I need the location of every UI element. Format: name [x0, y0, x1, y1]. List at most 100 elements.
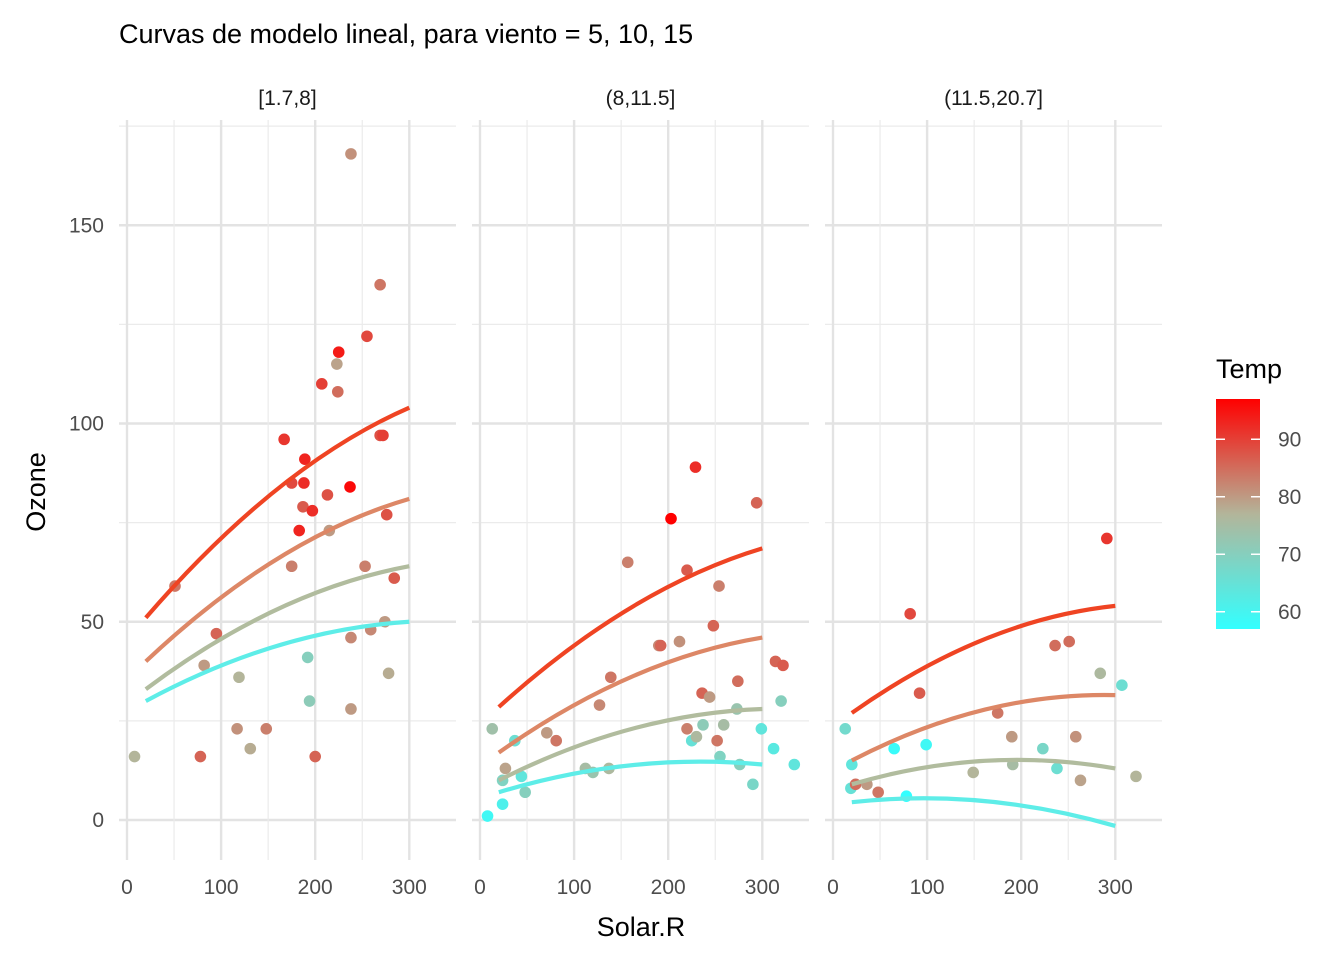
data-point	[194, 750, 207, 763]
model-curve	[850, 692, 1116, 763]
facet-panel: (11.5,20.7] 0 100 200 300	[825, 87, 1162, 899]
data-point	[198, 659, 210, 672]
x-tick-label: 100	[910, 876, 945, 899]
data-point	[344, 481, 356, 493]
data-point	[321, 489, 334, 501]
y-tick-label: 150	[69, 214, 104, 237]
facet-panels: [1.7,8] 0 100 200 300 (8,11.5] 0 100 200 300 (11.5…	[119, 87, 1162, 899]
data-point	[872, 786, 884, 799]
x-tick-label: 100	[204, 876, 239, 899]
facet-panel: (8,11.5] 0 100 200 300	[472, 87, 809, 899]
data-point	[515, 770, 528, 783]
data-point	[967, 766, 980, 779]
data-point	[331, 358, 343, 370]
data-point	[1069, 730, 1082, 743]
model-curve	[497, 635, 763, 755]
data-point	[128, 750, 141, 763]
legend-tick-label: 70	[1278, 543, 1301, 566]
data-point	[1094, 667, 1107, 680]
data-point	[920, 738, 932, 751]
data-point	[665, 512, 677, 525]
data-point	[382, 667, 395, 680]
data-point	[713, 580, 725, 592]
data-point	[233, 671, 245, 684]
data-point	[345, 631, 357, 644]
x-tick-label: 200	[651, 876, 686, 899]
data-point	[210, 627, 223, 640]
data-point	[681, 564, 693, 577]
data-point	[1074, 774, 1087, 787]
data-point	[714, 750, 726, 763]
model-curves	[144, 405, 411, 703]
data-point	[1116, 679, 1128, 691]
data-point	[707, 619, 720, 632]
data-point	[697, 719, 709, 731]
model-curve	[497, 706, 763, 783]
data-point	[332, 346, 345, 358]
legend-ticks: 60 70 80 90	[1216, 428, 1301, 624]
model-curve	[850, 603, 1116, 715]
data-point	[839, 723, 852, 735]
data-point	[732, 675, 744, 688]
data-point	[777, 659, 789, 672]
model-curve	[851, 796, 1116, 828]
facet-strip-label: (8,11.5]	[606, 87, 676, 110]
data-point	[755, 723, 768, 735]
data-point	[481, 810, 494, 822]
chart-title: Curvas de modelo lineal, para viento = 5…	[119, 19, 693, 49]
x-tick-label: 200	[1004, 876, 1039, 899]
legend-tick-label: 90	[1278, 428, 1301, 451]
data-point	[331, 385, 344, 398]
data-point	[621, 556, 634, 569]
data-point	[593, 699, 606, 711]
legend-title: Temp	[1216, 354, 1282, 384]
data-point	[496, 798, 509, 810]
data-point	[306, 504, 319, 517]
x-tick-label: 0	[827, 876, 839, 899]
data-point	[654, 639, 667, 652]
model-curve	[498, 759, 763, 795]
y-tick-label: 100	[69, 413, 104, 436]
data-point	[298, 477, 310, 489]
data-point	[1130, 770, 1142, 783]
data-point	[888, 742, 900, 755]
data-point	[604, 671, 617, 684]
data-point	[991, 707, 1004, 719]
x-axis-ticks: 0 100 200 300	[827, 876, 1133, 899]
data-point	[681, 723, 693, 735]
data-point	[519, 786, 531, 799]
data-point	[1037, 742, 1049, 755]
data-point	[913, 687, 926, 699]
x-tick-label: 200	[298, 876, 333, 899]
model-curve	[144, 619, 410, 703]
data-point	[285, 560, 298, 573]
x-tick-label: 100	[557, 876, 592, 899]
data-point	[374, 278, 386, 291]
data-point	[361, 330, 373, 343]
data-point	[717, 719, 730, 731]
x-tick-label: 0	[121, 876, 133, 899]
data-point	[747, 778, 759, 791]
model-curve	[144, 405, 411, 620]
y-tick-label: 50	[81, 611, 104, 634]
x-axis-ticks: 0 100 200 300	[121, 876, 427, 899]
legend-tick-label: 60	[1278, 601, 1301, 624]
data-point	[278, 433, 290, 446]
data-point	[750, 497, 763, 509]
temp-legend: Temp 60 70 80 90	[1216, 354, 1301, 629]
legend-tick-label: 80	[1278, 486, 1301, 509]
model-curves	[850, 603, 1116, 828]
data-point	[1051, 762, 1063, 775]
data-point	[293, 524, 306, 537]
x-tick-label: 300	[392, 876, 427, 899]
data-point	[380, 508, 393, 521]
data-point	[244, 742, 257, 755]
facet-strip-label: (11.5,20.7]	[944, 87, 1043, 110]
data-point	[846, 758, 858, 771]
data-point	[690, 730, 703, 743]
data-point	[1101, 532, 1113, 545]
facet-strip-label: [1.7,8]	[258, 87, 316, 110]
data-point	[689, 461, 702, 473]
y-axis-title: Ozone	[21, 452, 51, 532]
